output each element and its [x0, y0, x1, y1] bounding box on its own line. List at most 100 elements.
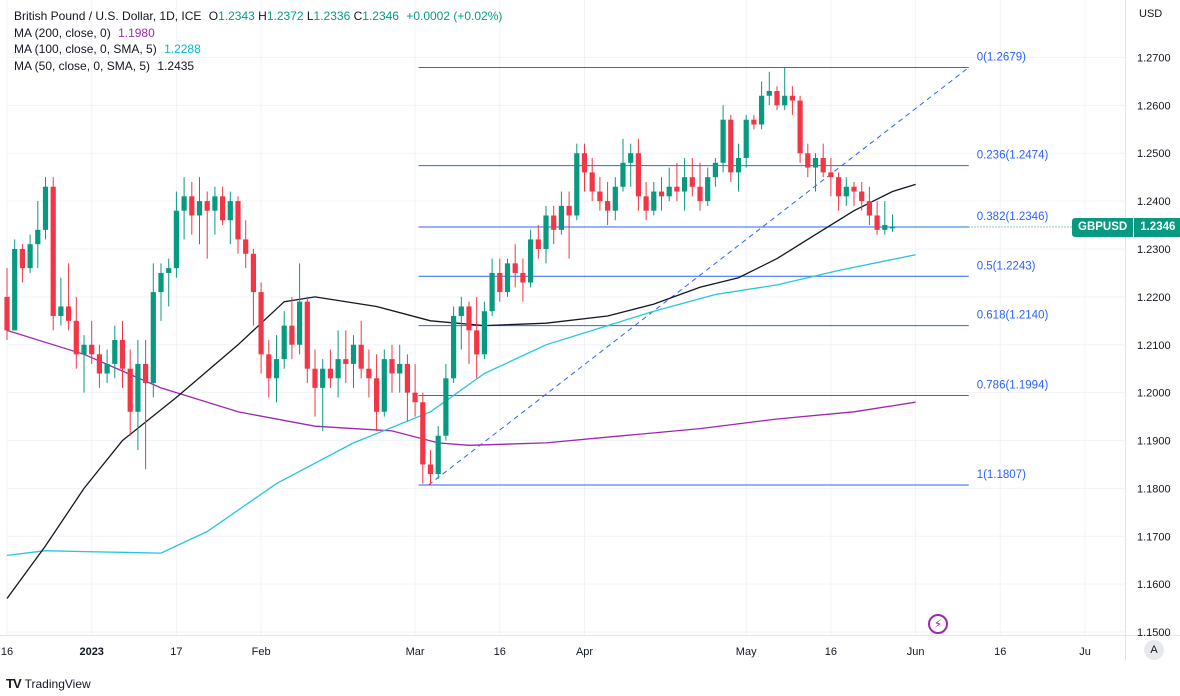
candle-body	[96, 354, 102, 374]
candle-body	[612, 186, 618, 211]
candle-body	[397, 363, 403, 374]
candle-body	[35, 229, 41, 245]
candle-body	[150, 292, 156, 384]
open-value: 1.2343	[218, 9, 255, 23]
price-tick-label: 1.2400	[1137, 196, 1171, 208]
ma50-legend[interactable]: MA (50, close, 0, SMA, 5) 1.2435	[14, 58, 502, 75]
candle-body	[635, 153, 641, 197]
candle-body	[335, 359, 341, 379]
tradingview-brand[interactable]: TV TradingView	[6, 676, 91, 691]
time-tick-label: Jun	[907, 646, 925, 658]
ma50-value: 1.2435	[157, 58, 195, 73]
price-tick-label: 1.2100	[1137, 340, 1171, 352]
candle-body	[628, 153, 634, 163]
candle-body	[127, 368, 133, 412]
ma200-legend[interactable]: MA (200, close, 0) 1.1980	[14, 25, 502, 42]
ma-line-ma100	[6, 254, 916, 557]
symbol-row: British Pound / U.S. Dollar, 1D, ICE O1.…	[14, 8, 502, 25]
candle-body	[435, 435, 441, 475]
candle-body	[497, 272, 503, 293]
candle-body	[250, 253, 256, 293]
candle-body	[297, 301, 303, 345]
candle-body	[181, 196, 187, 211]
candle-body	[620, 162, 626, 187]
candle-body	[212, 196, 218, 211]
candle-body	[166, 268, 172, 273]
fib-trend-line	[428, 67, 970, 486]
auto-scale-button[interactable]: A	[1144, 640, 1164, 660]
candle-body	[666, 186, 672, 197]
candle-body	[273, 359, 280, 379]
candle-body	[119, 339, 126, 369]
currency-label[interactable]: USD	[1139, 8, 1163, 20]
low-value: 1.2336	[313, 9, 351, 23]
candle-body	[566, 205, 572, 216]
price-tag-value: 1.2346	[1134, 217, 1180, 237]
candle-body	[227, 201, 233, 221]
candle-body	[889, 226, 896, 229]
candle-body	[320, 368, 326, 388]
open-key: O	[208, 9, 219, 23]
price-tick-label: 1.2200	[1137, 292, 1171, 304]
candle-body	[689, 177, 695, 187]
time-tick-label: Apr	[576, 646, 593, 658]
fibonacci-retracement[interactable]: 0(1.2679) 0.236(1.2474) 0.382(1.2346) 0.5(1…	[418, 52, 1049, 486]
ma200-label: MA (200, close, 0)	[14, 25, 111, 40]
candle-body	[643, 196, 649, 211]
candle-body	[728, 119, 734, 173]
candle-body	[843, 186, 849, 197]
price-axis[interactable]: 1.1500 1.1600 1.1700 1.1800 1.1900 1.2000 1.21…	[1137, 52, 1171, 639]
candle-body	[774, 90, 780, 106]
ma200-value: 1.1980	[118, 25, 155, 40]
brand-name: TradingView	[24, 676, 91, 691]
candle-body	[289, 325, 295, 345]
candle-body	[173, 210, 179, 269]
grid	[0, 0, 1180, 660]
candle-body	[574, 153, 580, 216]
candle-body	[89, 344, 95, 355]
lightning-icon[interactable]: ⚡	[928, 614, 948, 634]
candle-body	[812, 158, 819, 168]
price-tick-label: 1.1600	[1137, 579, 1171, 591]
candle-body	[735, 158, 742, 173]
candle-body	[859, 191, 865, 202]
candle-body	[658, 191, 665, 197]
candle-body	[135, 363, 141, 412]
candle-body	[782, 95, 788, 106]
candle-body	[258, 292, 264, 355]
ohlc-values: O1.2343 H1.2372 L1.2336 C1.2346	[209, 9, 403, 23]
candle-body	[528, 239, 534, 283]
candle-body	[504, 263, 511, 293]
time-axis[interactable]: 16 2023 17 Feb Mar 16 Apr May 16 Jun 16 Ju	[1, 646, 1091, 658]
time-tick-label: Mar	[406, 646, 425, 658]
candle-body	[789, 95, 795, 101]
candle-body	[558, 205, 564, 230]
candle-body	[243, 239, 249, 254]
candle-body	[427, 464, 434, 475]
candle-body	[474, 330, 480, 355]
close-key: C	[353, 9, 363, 23]
candle-body	[551, 215, 557, 230]
candle-body	[50, 186, 56, 317]
candle-body	[196, 201, 203, 216]
candle-body	[866, 201, 872, 216]
candle-body	[312, 368, 318, 388]
time-tick-label: 16	[994, 646, 1006, 658]
close-value: 1.2346	[362, 9, 399, 23]
candle-body	[204, 201, 210, 211]
candle-body	[381, 359, 387, 412]
time-tick-label: 16	[494, 646, 506, 658]
candle-body	[343, 359, 349, 364]
candle-body	[543, 215, 549, 249]
candle-body	[451, 316, 457, 379]
candle-body	[489, 272, 495, 312]
candle-body	[350, 344, 357, 364]
candle-body	[720, 119, 726, 163]
candle-body	[4, 296, 10, 331]
candle-body	[512, 263, 518, 273]
chart-legend: British Pound / U.S. Dollar, 1D, ICE O1.…	[14, 8, 502, 74]
candle-body	[374, 378, 380, 412]
ma100-legend[interactable]: MA (100, close, 0, SMA, 5) 1.2288	[14, 41, 502, 58]
candle-body	[759, 95, 765, 125]
